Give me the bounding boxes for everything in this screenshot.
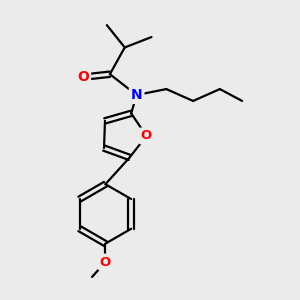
Text: O: O — [77, 70, 89, 84]
Text: O: O — [141, 129, 152, 142]
Text: N: N — [131, 88, 142, 102]
Text: O: O — [100, 256, 111, 268]
